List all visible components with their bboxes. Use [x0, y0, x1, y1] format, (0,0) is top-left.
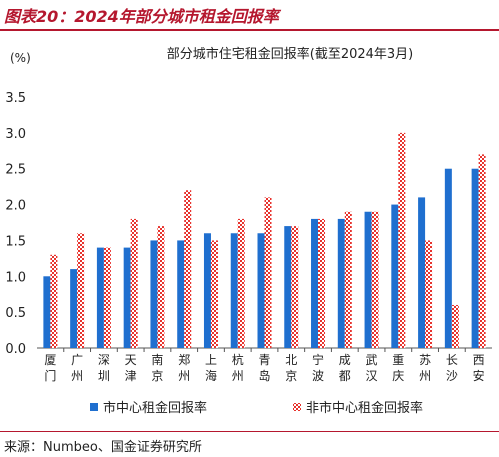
- bar-series1: [177, 240, 185, 348]
- x-category-label: 南京: [151, 352, 163, 383]
- x-category-label: 广州: [71, 353, 83, 383]
- y-tick-label: 2.0: [5, 199, 26, 214]
- x-category-label: 西安: [473, 353, 485, 383]
- y-tick-label: 0.5: [5, 306, 26, 321]
- legend-label-series2: 非市中心租金回报率: [306, 400, 423, 416]
- legend-label-series1: 市中心租金回报率: [103, 400, 207, 416]
- legend-swatch-series2: [293, 403, 301, 411]
- bar-chart: 部分城市住宅租金回报率(截至2024年3月) (%) 0.0 0.5 1.0 1.5 2…: [5, 46, 492, 416]
- y-axis: 0.0 0.5 1.0 1.5 2.0 2.5 3.0 3.5: [5, 91, 26, 357]
- bar-series2: [371, 211, 379, 348]
- bar-series2: [425, 240, 433, 348]
- x-category-label: 宁波: [312, 352, 324, 383]
- x-category-label: 苏州: [419, 353, 431, 383]
- bar-series2: [451, 304, 459, 348]
- bar-series1: [123, 247, 131, 348]
- x-category-label: 长沙: [446, 353, 458, 383]
- bar-series1: [70, 269, 78, 348]
- bar-series1: [257, 233, 265, 348]
- x-category-label: 武汉: [366, 353, 378, 383]
- footer-rule: [0, 431, 499, 432]
- bar-series2: [184, 190, 192, 348]
- x-category-label: 上海: [205, 353, 217, 383]
- bar-series1: [203, 233, 211, 348]
- x-category-label: 成都: [339, 353, 351, 383]
- x-category-label: 天津: [125, 353, 137, 383]
- bar-series1: [311, 218, 319, 348]
- header: 图表20：2024年部分城市租金回报率: [0, 0, 499, 31]
- bar-series2: [478, 154, 486, 348]
- bar-series1: [444, 168, 452, 348]
- x-category-label: 青岛: [258, 353, 270, 383]
- bar-series1: [230, 233, 238, 348]
- x-category-label: 北京: [285, 353, 297, 383]
- bar-series2: [264, 197, 272, 348]
- x-category-label: 重庆: [392, 353, 404, 383]
- bar-series2: [291, 226, 299, 348]
- bars: [43, 132, 486, 348]
- bar-series2: [157, 226, 165, 348]
- x-category-label: 杭州: [232, 352, 244, 383]
- figure-title: 图表20：2024年部分城市租金回报率: [4, 7, 279, 26]
- bar-series2: [50, 254, 58, 348]
- y-tick-label: 3.0: [5, 127, 26, 142]
- chart-title: 部分城市住宅租金回报率(截至2024年3月): [167, 46, 414, 62]
- bar-series2: [103, 247, 111, 348]
- bar-series1: [418, 197, 426, 348]
- bar-series2: [318, 218, 326, 348]
- y-tick-label: 1.0: [5, 270, 26, 285]
- bar-series1: [96, 247, 104, 348]
- bar-series2: [344, 211, 352, 348]
- bar-series2: [130, 218, 138, 348]
- bar-series1: [43, 276, 51, 348]
- x-category-label: 厦门: [44, 353, 56, 383]
- x-category-label: 郑州: [178, 352, 190, 383]
- bar-series1: [364, 211, 372, 348]
- bar-series1: [391, 204, 399, 348]
- legend: 市中心租金回报率 非市中心租金回报率: [90, 400, 423, 416]
- header-rule: [0, 29, 499, 31]
- bar-series1: [337, 218, 345, 348]
- bar-series1: [471, 168, 479, 348]
- source-note: 来源：Numbeo、国金证券研究所: [4, 440, 202, 455]
- x-category-label: 深圳: [98, 353, 110, 383]
- y-tick-label: 2.5: [5, 163, 26, 178]
- bar-series2: [237, 218, 245, 348]
- y-tick-label: 1.5: [5, 234, 26, 249]
- y-axis-unit: (%): [10, 51, 31, 65]
- y-tick-label: 0.0: [5, 342, 26, 357]
- bar-series1: [150, 240, 158, 348]
- bar-series1: [284, 226, 292, 348]
- legend-swatch-series1: [90, 403, 98, 411]
- bar-series2: [77, 233, 85, 348]
- bar-series2: [210, 240, 218, 348]
- y-tick-label: 3.5: [5, 91, 26, 106]
- bar-series2: [398, 132, 406, 348]
